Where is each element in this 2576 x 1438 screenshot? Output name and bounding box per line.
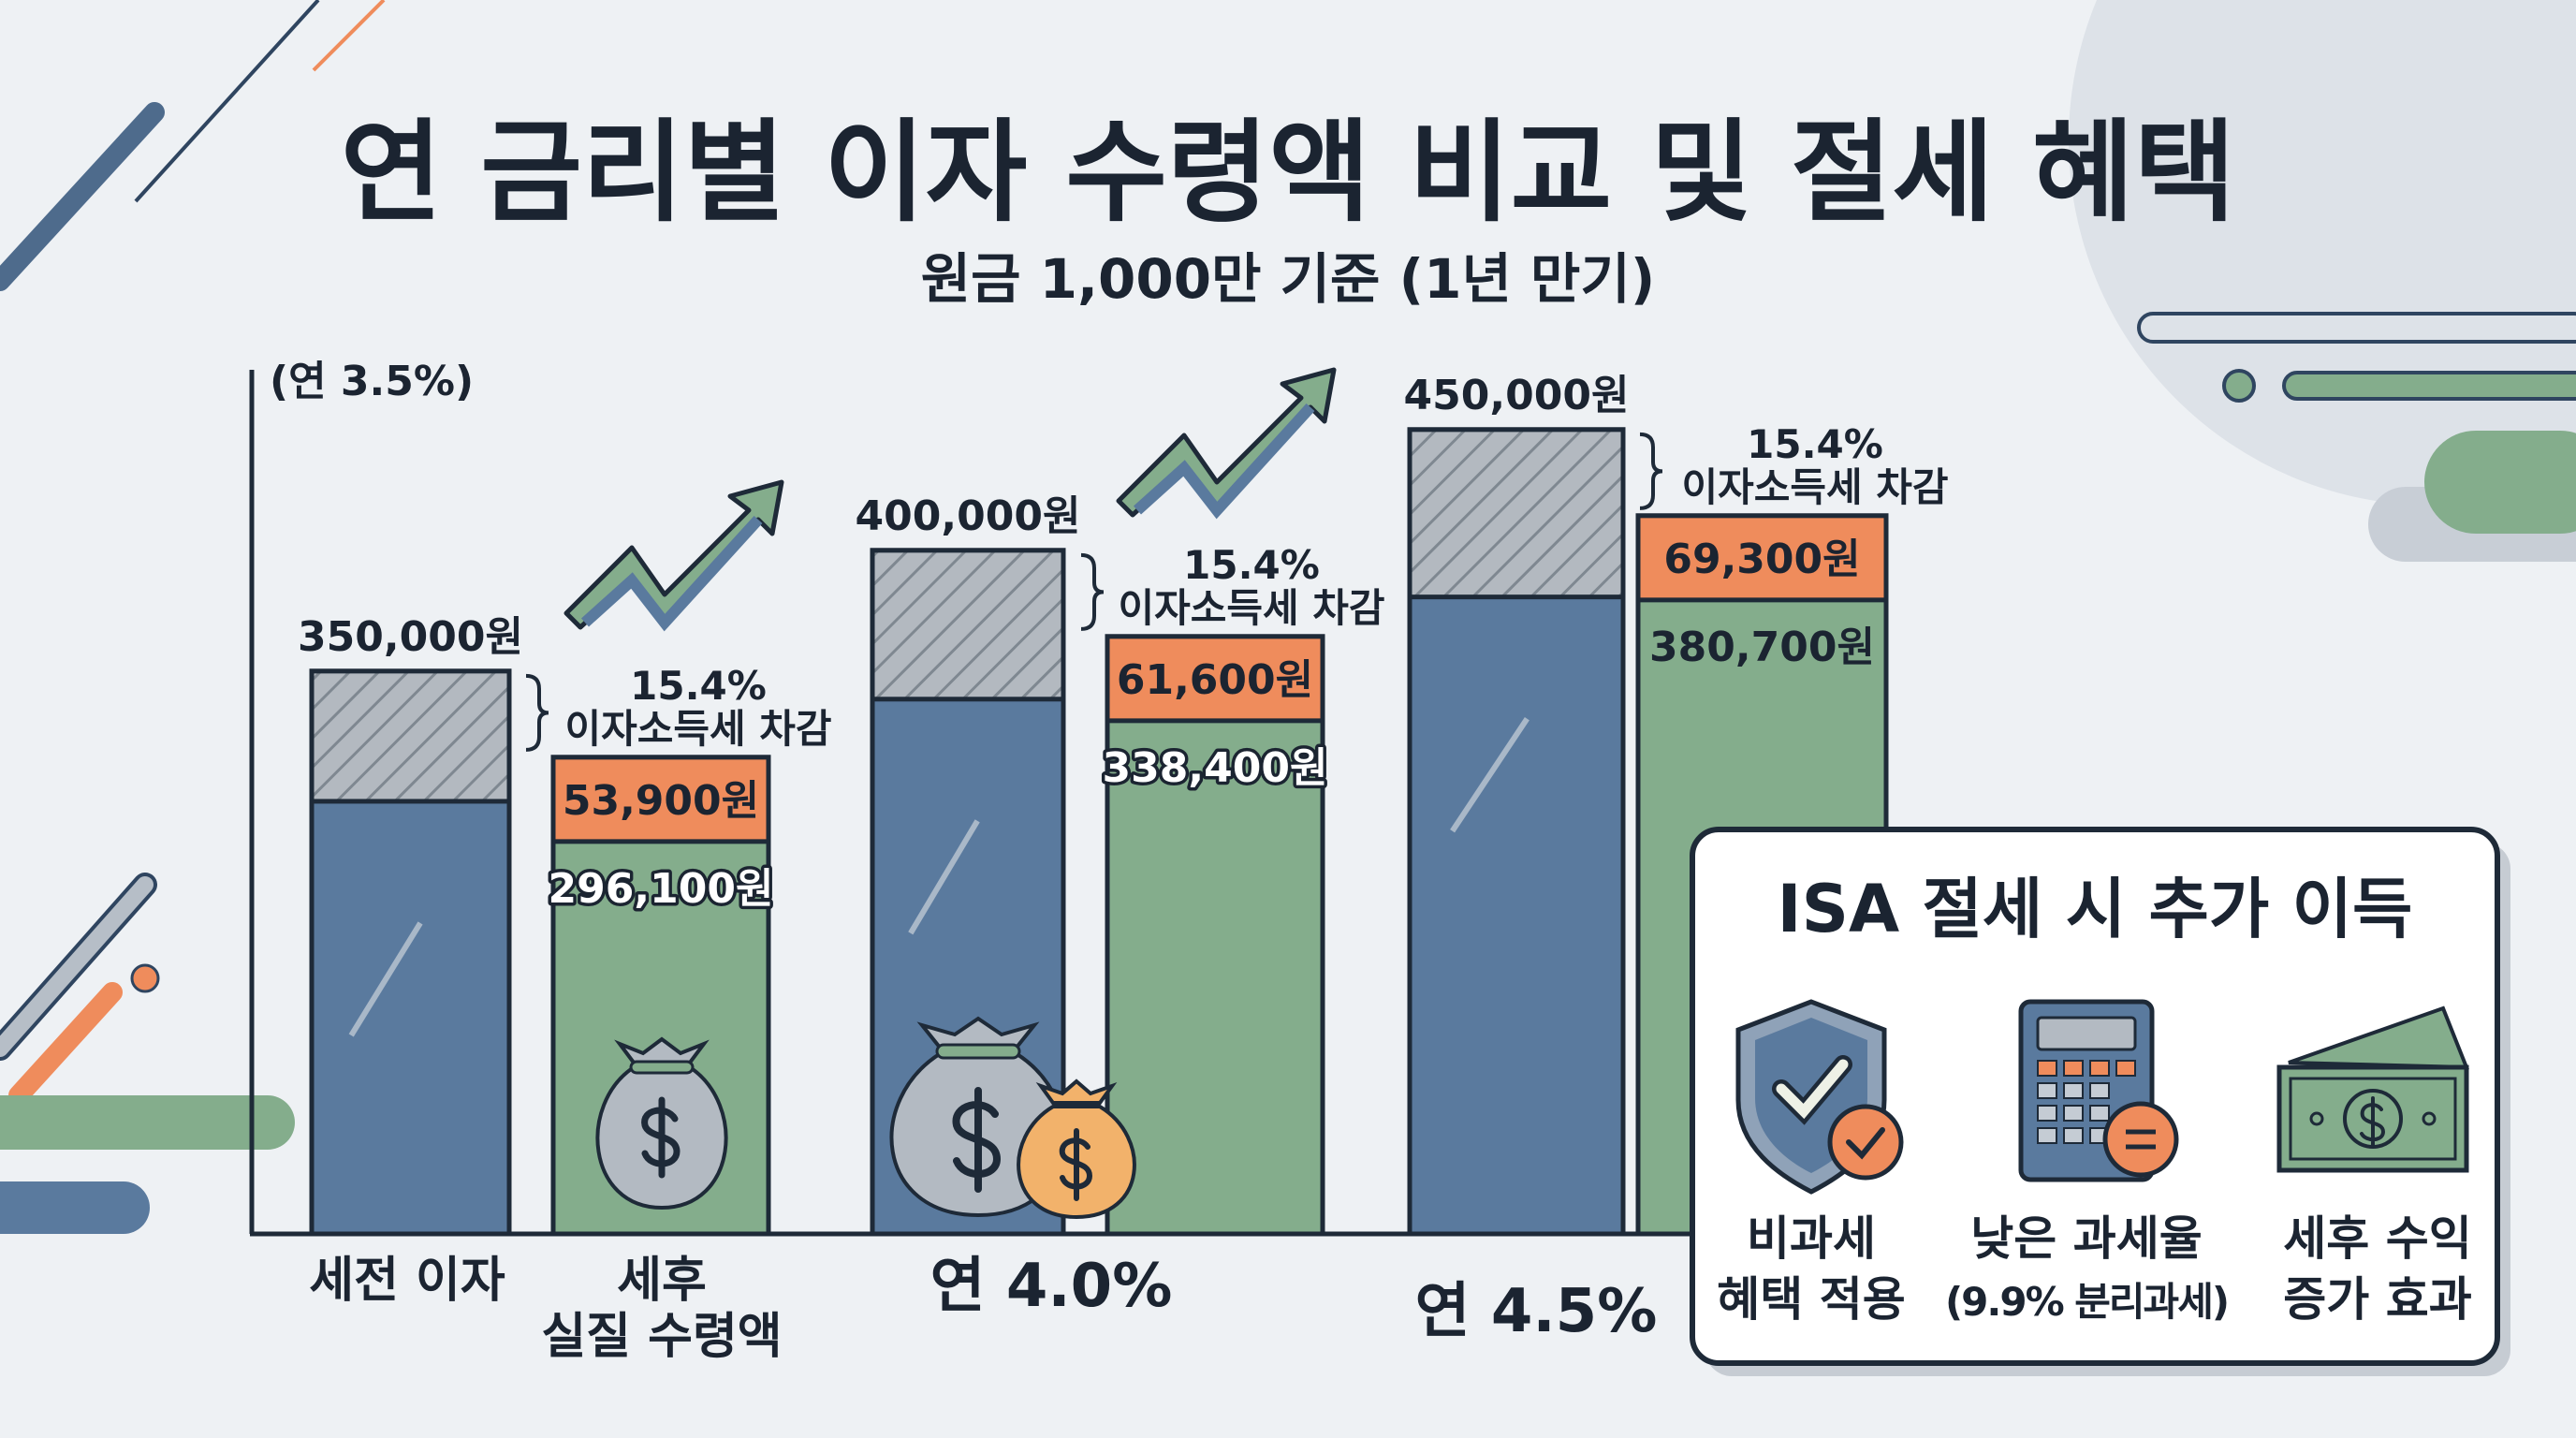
growth-arrow-icon <box>564 479 784 632</box>
money-bag-icon <box>1017 1078 1136 1220</box>
isa-benefit-box: ISA 절세 시 추가 이득 <box>1690 827 2510 1376</box>
tax-rate-note: 15.4% <box>1183 542 1320 588</box>
isa-item-3-line1: 세후 수익 <box>2283 1211 2471 1266</box>
tax-note-text: 이자소득세 차감 <box>1118 585 1384 631</box>
cash-icon <box>2276 1005 2469 1173</box>
brace-icon <box>1080 552 1105 631</box>
tax-value-label: 53,900원 <box>563 777 759 825</box>
tax-rate-note: 15.4% <box>1747 421 1883 467</box>
decorations <box>0 0 2576 1234</box>
glass-highlight <box>908 819 980 935</box>
tax-value-label: 61,600원 <box>1117 656 1313 704</box>
page-title: 연 금리별 이자 수령액 비교 및 절세 혜택 <box>341 108 2236 237</box>
pretax-value-label: 350,000원 <box>298 613 523 661</box>
money-bag-icon <box>595 1036 728 1211</box>
net-value-label: 338,400원 <box>1103 744 1328 792</box>
x-label-rate-4-5: 연 4.5% <box>1415 1277 1658 1346</box>
x-label-net-line1: 세후 <box>617 1253 707 1309</box>
x-label-pretax: 세전 이자 <box>309 1253 505 1309</box>
isa-item-2-line2: (9.9% 분리과세) <box>1945 1279 2228 1325</box>
brace-icon <box>1639 432 1663 510</box>
page-subtitle: 원금 1,000만 기준 (1년 만기) <box>921 247 1655 311</box>
tax-note-text: 이자소득세 차감 <box>564 706 831 752</box>
tax-value-label: 69,300원 <box>1663 536 1860 583</box>
x-label-rate-4-0: 연 4.0% <box>930 1252 1173 1321</box>
pretax-value-label: 450,000원 <box>1404 372 1630 419</box>
tax-note-text: 이자소득세 차감 <box>1681 464 1948 510</box>
isa-box-title: ISA 절세 시 추가 이득 <box>1778 871 2413 947</box>
isa-item-1-line1: 비과세 <box>1747 1211 1876 1266</box>
tax-deduction-segment <box>550 755 771 844</box>
tax-deduction-segment <box>1635 513 1889 603</box>
tax-rate-note: 15.4% <box>630 663 767 709</box>
brace-icon <box>525 673 549 752</box>
group-label-first: (연 3.5%) <box>270 358 474 405</box>
tax-hatch-segment <box>870 548 1066 702</box>
tax-hatch-segment <box>1407 427 1626 600</box>
growth-arrow-icon <box>1116 367 1337 520</box>
isa-item-3-line2: 증가 효과 <box>2283 1272 2471 1327</box>
isa-item-1-line2: 혜택 적용 <box>1717 1272 1905 1327</box>
pretax-value-label: 400,000원 <box>856 492 1081 540</box>
shield-check-icon <box>1735 999 1904 1195</box>
tax-deduction-segment <box>1105 634 1325 724</box>
x-label-net-line2: 실질 수령액 <box>541 1309 782 1365</box>
glass-highlight <box>348 921 423 1037</box>
net-bar <box>1105 634 1325 1237</box>
isa-item-2-line1: 낮은 과세율 <box>1970 1211 2202 1266</box>
calculator-icon <box>2018 999 2179 1182</box>
tax-hatch-segment <box>309 668 512 804</box>
glass-highlight <box>1450 716 1530 833</box>
net-value-label: 296,100원 <box>549 865 774 913</box>
net-value-label: 380,700원 <box>1649 624 1875 671</box>
